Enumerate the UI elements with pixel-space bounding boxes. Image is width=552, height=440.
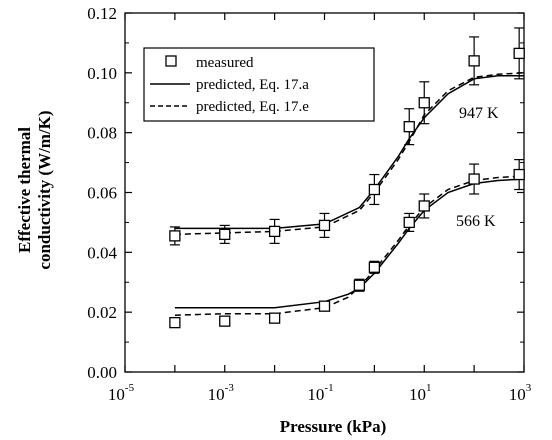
line-17e-947K (174, 72, 525, 236)
measured-point-566K (513, 168, 525, 181)
legend-label-17a: predicted, Eq. 17.a (196, 77, 309, 93)
legend-label-17e: predicted, Eq. 17.e (196, 99, 309, 115)
legend: measured predicted, Eq. 17.a predicted, … (143, 47, 375, 122)
measured-point-566K (219, 315, 231, 327)
y-tick-label: 0.12 (87, 4, 117, 23)
measured-point-947K (219, 228, 231, 241)
line-17a-566K (174, 178, 525, 309)
annotation-566k: 566 K (456, 213, 496, 230)
x-tick-label: 10-5 (108, 382, 135, 404)
measured-point-566K (468, 173, 480, 185)
measured-point-566K (318, 300, 331, 312)
measured-point-947K (468, 55, 480, 67)
y-tick-label: 0.02 (87, 303, 117, 322)
measured-point-566K (418, 200, 430, 212)
y-axis-title-line1: Effective thermal (15, 127, 34, 253)
measured-point-947K (418, 97, 430, 109)
legend-marker-measured (165, 55, 177, 67)
x-tick-label: 103 (509, 382, 532, 404)
x-tick-label: 10-1 (307, 382, 333, 404)
measured-point-566K (353, 279, 366, 291)
y-tick-label: 0.08 (87, 124, 117, 143)
y-tick-label: 0.04 (87, 243, 117, 262)
measured-point-947K (169, 230, 181, 242)
y-tick-label: 0.10 (87, 64, 117, 83)
x-tick-label: 101 (409, 382, 432, 404)
y-axis-title-line2: conductivity (W/m/K) (35, 110, 54, 269)
measured-point-566K (268, 312, 281, 324)
annotation-947k: 947 K (459, 105, 499, 122)
measured-point-566K (169, 316, 181, 329)
measured-markers (169, 27, 525, 329)
measured-point-947K (318, 219, 331, 232)
line-17e-566K (174, 175, 525, 316)
measured-point-947K (513, 47, 525, 60)
y-tick-label: 0.06 (87, 184, 117, 203)
legend-label-measured: measured (196, 55, 254, 71)
measured-point-947K (403, 121, 415, 133)
measured-point-566K (403, 216, 415, 229)
axes: 0.00 0.02 0.04 0.06 0.08 0.10 0.12 10-5 10-3 10-1… (87, 4, 532, 404)
y-tick-label: 0.00 (87, 363, 117, 382)
measured-point-566K (368, 261, 381, 273)
measured-point-947K (268, 225, 281, 238)
x-axis-title: Pressure (kPa) (280, 417, 387, 436)
measured-point-947K (368, 183, 381, 196)
x-tick-label: 10-3 (208, 382, 235, 404)
